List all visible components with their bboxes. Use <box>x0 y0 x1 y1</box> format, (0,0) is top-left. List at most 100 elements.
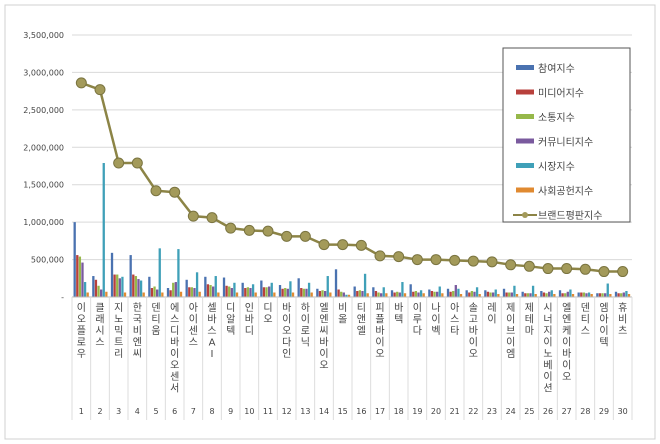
bar-6 <box>198 291 201 297</box>
brand-index-point <box>523 260 535 272</box>
legend-swatch <box>516 163 534 168</box>
brand-index-point <box>542 263 554 275</box>
bar-1 <box>577 292 580 297</box>
bar-5 <box>102 163 105 297</box>
bar-2 <box>505 292 508 297</box>
bar-1 <box>148 276 151 297</box>
bar-4 <box>361 291 364 297</box>
brand-index-point <box>243 224 255 236</box>
bar-2 <box>318 291 322 297</box>
bar-1 <box>390 290 394 297</box>
bar-3 <box>620 293 623 297</box>
bar-5 <box>382 287 385 297</box>
bar-2 <box>94 279 98 297</box>
bar-6 <box>142 292 145 297</box>
bar-3 <box>321 290 324 297</box>
rank-label: 15 <box>338 407 348 416</box>
legend-label: 시장지수 <box>538 161 575 173</box>
rank-label: 11 <box>263 407 273 416</box>
bar-4 <box>454 285 457 297</box>
bar-1 <box>372 287 375 297</box>
brand-index-point <box>393 251 405 263</box>
bar-3 <box>134 276 138 297</box>
rank-label: 12 <box>282 407 292 416</box>
bar-1 <box>129 255 132 297</box>
bar-6 <box>441 293 444 297</box>
bar-3 <box>377 292 380 297</box>
brand-index-point <box>337 239 349 251</box>
bar-6 <box>161 292 164 297</box>
bar-2 <box>225 285 228 297</box>
bar-2 <box>113 274 116 297</box>
bar-5 <box>139 280 143 297</box>
bar-4 <box>398 292 401 297</box>
bar-3 <box>564 293 567 297</box>
bar-5 <box>531 285 535 297</box>
bar-2 <box>300 288 303 297</box>
rank-label: 26 <box>543 407 553 416</box>
bar-6 <box>609 294 612 297</box>
bar-2 <box>542 292 546 297</box>
bar-1 <box>540 291 543 297</box>
bar-2 <box>374 291 378 297</box>
bar-6 <box>291 292 295 297</box>
bar-2 <box>150 288 154 297</box>
y-tick-label: 1,500,000 <box>23 181 64 190</box>
bar-3 <box>414 291 418 297</box>
bar-3 <box>265 287 268 297</box>
bar-5 <box>289 281 292 297</box>
bar-2 <box>393 292 396 297</box>
bar-2 <box>206 284 210 297</box>
rank-label: 8 <box>209 407 214 416</box>
brand-index-point <box>561 263 573 275</box>
legend-swatch <box>516 187 534 193</box>
y-tick-label: 2,500,000 <box>23 106 64 115</box>
legend-label: 참여지수 <box>538 63 575 75</box>
rank-label: 25 <box>524 407 534 416</box>
bar-4 <box>417 292 420 297</box>
brand-index-point <box>131 157 143 169</box>
bar-5 <box>419 290 423 297</box>
bar-6 <box>385 293 388 297</box>
bar-5 <box>457 288 460 297</box>
bar-5 <box>177 249 180 297</box>
bar-6 <box>459 294 463 297</box>
bar-3 <box>190 287 194 297</box>
brand-index-point <box>374 250 386 262</box>
brand-index-point <box>598 266 610 278</box>
bar-3 <box>582 292 586 297</box>
bar-6 <box>422 293 425 297</box>
bar-5 <box>494 289 497 297</box>
bar-5 <box>158 248 161 297</box>
y-tick-label: 500,000 <box>31 256 64 265</box>
legend-marker <box>522 212 528 218</box>
bar-5 <box>606 283 609 297</box>
bar-5 <box>401 282 404 297</box>
rank-label: 4 <box>135 407 140 416</box>
bar-2 <box>356 291 359 297</box>
bar-5 <box>326 276 329 297</box>
rank-label: 2 <box>97 407 102 416</box>
bar-3 <box>396 291 399 297</box>
bar-6 <box>571 294 575 297</box>
bar-4 <box>81 262 84 297</box>
bar-6 <box>366 293 369 297</box>
bar-1 <box>484 290 487 297</box>
bar-1 <box>558 290 562 297</box>
bar-1 <box>465 290 468 297</box>
bar-6 <box>217 292 220 297</box>
legend-swatch <box>516 65 534 70</box>
rank-label: 13 <box>300 407 310 416</box>
bar-6 <box>179 291 183 297</box>
rank-label: 19 <box>412 407 422 416</box>
bar-4 <box>137 279 140 297</box>
bar-4 <box>268 286 271 297</box>
